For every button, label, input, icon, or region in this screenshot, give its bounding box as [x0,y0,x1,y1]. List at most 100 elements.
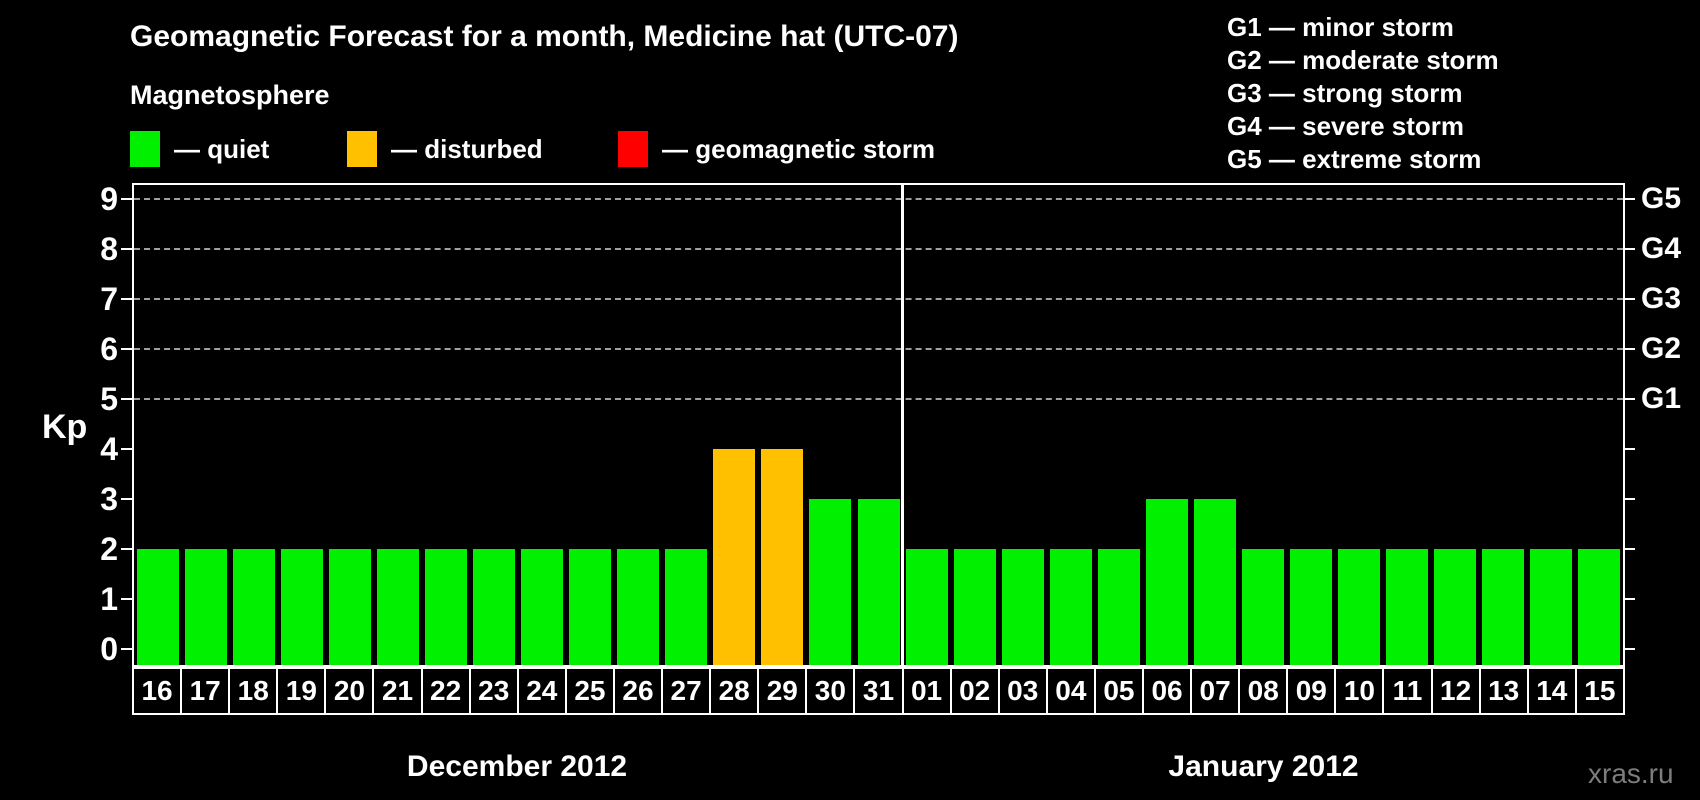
date-box-21: 21 [372,667,423,715]
storm-swatch-icon [618,131,648,167]
kp-bar-day-26 [617,549,660,665]
chart-title: Geomagnetic Forecast for a month, Medici… [130,20,959,53]
y-tick-label-2: 2 [100,531,118,567]
right-tick-kp-7 [1624,298,1635,300]
kp-bar-day-13 [1481,549,1524,665]
date-box-01: 01 [901,667,952,715]
date-box-25: 25 [564,667,615,715]
kp-bar-day-09 [1289,549,1332,665]
kp-bar-day-15 [1577,549,1620,665]
left-tick-kp-8 [121,248,132,250]
kp-bar-day-07 [1193,499,1236,665]
storm-scale-line-4: G4 — severe storm [1227,111,1465,141]
storm-scale-line-1: G1 — minor storm [1227,12,1454,42]
date-box-07: 07 [1190,667,1241,715]
kp-bar-day-14 [1529,549,1572,665]
date-box-04: 04 [1045,667,1096,715]
date-box-15: 15 [1574,667,1625,715]
storm-scale-line-5: G5 — extreme storm [1227,144,1482,174]
right-tick-kp-8 [1624,248,1635,250]
kp-bar-day-04 [1049,549,1092,665]
date-box-02: 02 [949,667,1000,715]
date-box-09: 09 [1286,667,1337,715]
kp-bar-day-23 [473,549,516,665]
right-tick-kp-1 [1624,598,1635,600]
right-tick-kp-5 [1624,398,1635,400]
right-tick-kp-3 [1624,498,1635,500]
kp-bar-day-20 [329,549,372,665]
kp-bar-day-31 [857,499,900,665]
legend-label-quiet: — quiet [174,133,270,164]
month-label-december: December 2012 [406,750,628,783]
gridline-kp-6 [134,348,1623,350]
left-tick-kp-1 [121,598,132,600]
date-box-16: 16 [132,667,183,715]
date-box-12: 12 [1430,667,1481,715]
date-box-10: 10 [1334,667,1385,715]
y-tick-label-0: 0 [100,631,118,667]
right-axis-label-G2: G2 [1641,332,1682,365]
y-tick-label-3: 3 [100,481,118,517]
kp-bar-day-16 [137,549,180,665]
kp-bar-day-29 [761,449,804,665]
right-axis-label-G4: G4 [1641,232,1682,265]
y-tick-label-8: 8 [100,231,118,267]
right-axis-label-G5: G5 [1641,182,1682,215]
date-box-17: 17 [180,667,231,715]
left-tick-kp-6 [121,348,132,350]
right-tick-kp-2 [1624,548,1635,550]
kp-bar-day-22 [425,549,468,665]
kp-bar-day-01 [905,549,948,665]
date-box-31: 31 [853,667,904,715]
kp-bar-day-27 [665,549,708,665]
kp-bar-day-03 [1001,549,1044,665]
month-label-january: January 2012 [1168,750,1359,783]
right-tick-kp-6 [1624,348,1635,350]
kp-bar-day-12 [1433,549,1476,665]
left-tick-kp-2 [121,548,132,550]
left-tick-kp-5 [121,398,132,400]
x-axis-date-row: 16 17 18 19 20 21 22 23 24 25 26 27 28 29 30 31 01 02 03 04… [132,667,1625,715]
date-box-03: 03 [997,667,1048,715]
right-tick-kp-9 [1624,198,1635,200]
legend-item-storm: — geomagnetic storm [618,131,935,167]
kp-bar-day-24 [521,549,564,665]
left-tick-kp-7 [121,298,132,300]
date-box-27: 27 [661,667,712,715]
date-box-29: 29 [757,667,808,715]
kp-bar-day-30 [809,499,852,665]
disturbed-swatch-icon [347,131,377,167]
kp-bar-day-28 [713,449,756,665]
right-tick-kp-0 [1624,648,1635,650]
date-box-06: 06 [1141,667,1193,715]
date-box-19: 19 [276,667,327,715]
kp-bar-day-06 [1145,499,1188,665]
date-box-13: 13 [1478,667,1529,715]
kp-bar-day-19 [281,549,324,665]
right-tick-kp-4 [1624,448,1635,450]
kp-bar-day-25 [569,549,612,665]
date-box-22: 22 [420,667,471,715]
y-tick-label-7: 7 [100,281,118,317]
right-axis-label-G1: G1 [1641,382,1682,415]
chart-subtitle: Magnetosphere [130,80,330,110]
plot-area [132,183,1625,667]
y-tick-label-9: 9 [100,181,118,217]
kp-bar-day-10 [1337,549,1380,665]
date-box-23: 23 [468,667,519,715]
date-box-14: 14 [1526,667,1577,715]
storm-scale-line-2: G2 — moderate storm [1227,45,1499,75]
left-tick-kp-3 [121,498,132,500]
legend-item-quiet: — quiet [130,131,269,167]
y-tick-label-1: 1 [100,581,118,617]
legend-label-disturbed: — disturbed [391,133,543,164]
y-tick-label-6: 6 [100,331,118,367]
gridline-kp-5 [134,398,1623,400]
right-axis-label-G3: G3 [1641,282,1682,315]
left-tick-kp-4 [121,448,132,450]
kp-bar-day-02 [953,549,996,665]
gridline-kp-7 [134,298,1623,300]
date-box-30: 30 [805,667,856,715]
date-box-18: 18 [228,667,279,715]
storm-scale-line-3: G3 — strong storm [1227,78,1463,108]
